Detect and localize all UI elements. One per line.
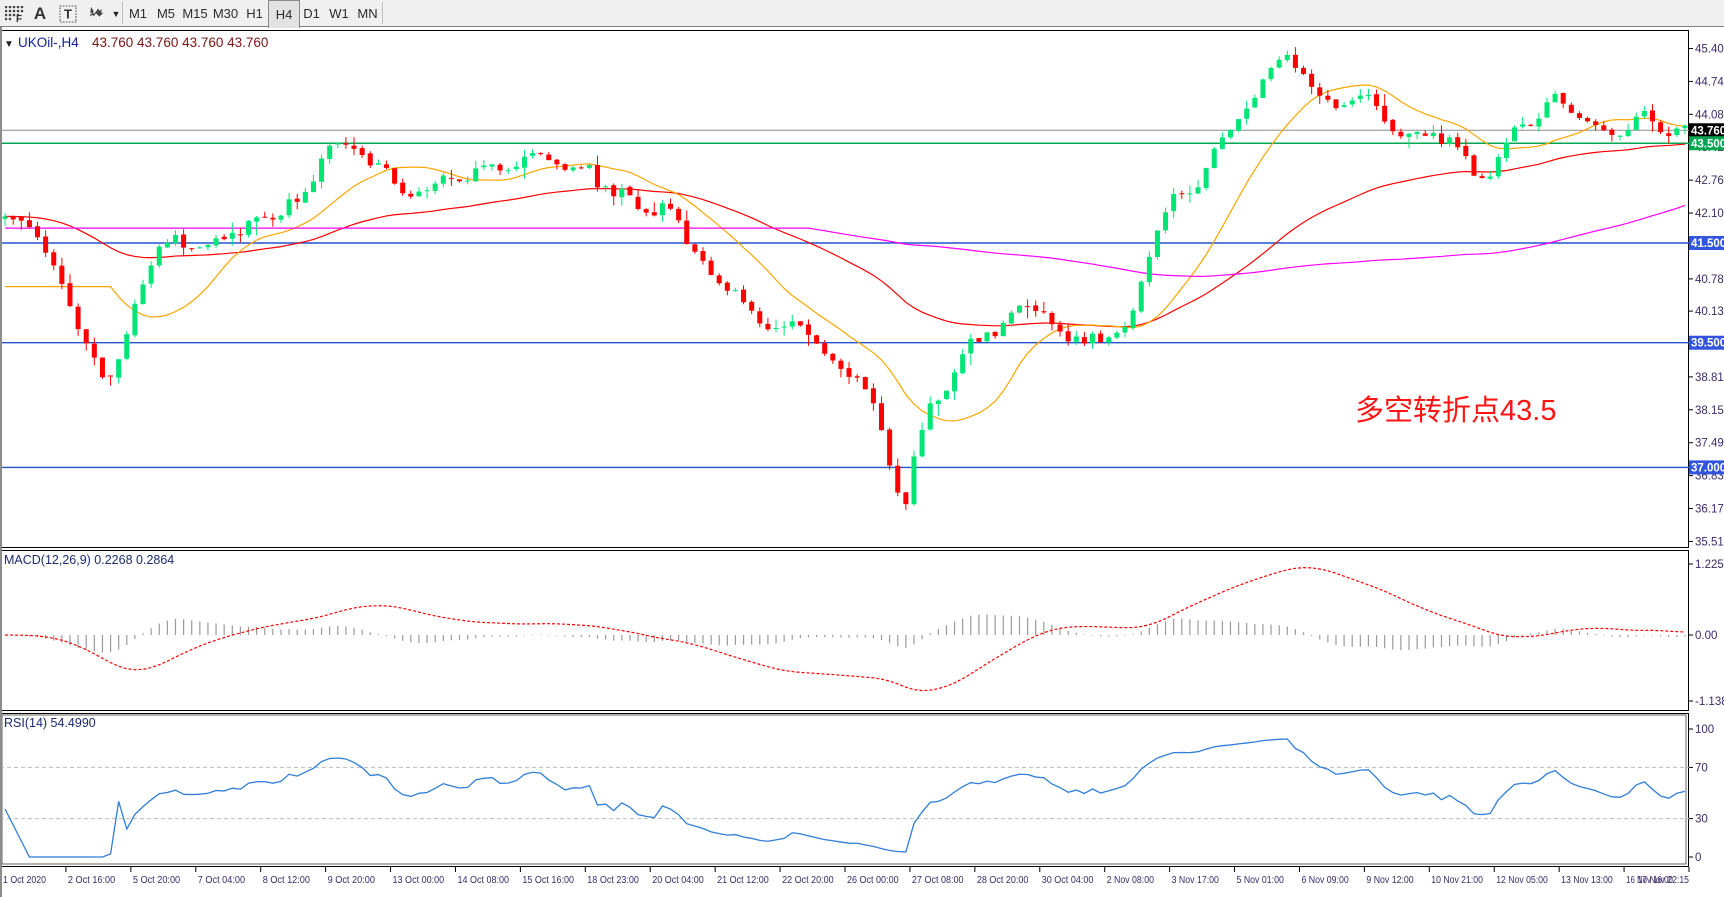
svg-text:RSI(14) 54.4990: RSI(14) 54.4990	[4, 716, 96, 730]
svg-text:T: T	[64, 6, 72, 21]
svg-text:5 Oct 20:00: 5 Oct 20:00	[133, 875, 181, 886]
svg-text:21 Oct 12:00: 21 Oct 12:00	[717, 875, 769, 886]
svg-text:43.760: 43.760	[1691, 125, 1724, 137]
svg-text:70: 70	[1695, 762, 1708, 774]
svg-text:37.495: 37.495	[1695, 438, 1724, 450]
svg-text:F: F	[16, 14, 22, 22]
svg-text:42.100: 42.100	[1695, 208, 1724, 220]
svg-text:10 Nov 21:00: 10 Nov 21:00	[1431, 875, 1483, 886]
svg-text:13 Nov 13:00: 13 Nov 13:00	[1561, 875, 1613, 886]
svg-text:15 Oct 16:00: 15 Oct 16:00	[522, 875, 574, 886]
svg-text:2 Oct 16:00: 2 Oct 16:00	[68, 875, 116, 886]
svg-text:40.780: 40.780	[1695, 274, 1724, 286]
svg-text:44.080: 44.080	[1695, 109, 1724, 121]
svg-text:5 Nov 01:00: 5 Nov 01:00	[1237, 875, 1285, 886]
svg-text:26 Oct 00:00: 26 Oct 00:00	[847, 875, 899, 886]
svg-text:38.155: 38.155	[1695, 405, 1724, 417]
svg-text:44.740: 44.740	[1695, 76, 1724, 88]
svg-text:43.500: 43.500	[1691, 138, 1724, 150]
svg-text:▼: ▼	[4, 39, 14, 50]
svg-text:37.000: 37.000	[1691, 462, 1724, 474]
svg-text:36.175: 36.175	[1695, 504, 1724, 516]
svg-text:41.500: 41.500	[1691, 238, 1724, 250]
svg-text:30: 30	[1695, 814, 1708, 826]
svg-text:28 Oct 20:00: 28 Oct 20:00	[977, 875, 1029, 886]
svg-text:18 Oct 23:00: 18 Oct 23:00	[587, 875, 639, 886]
svg-text:7 Oct 04:00: 7 Oct 04:00	[198, 875, 246, 886]
svg-text:38.815: 38.815	[1695, 372, 1724, 384]
svg-text:2 Nov 08:00: 2 Nov 08:00	[1107, 875, 1155, 886]
svg-text:MACD(12,26,9) 0.2268 0.2864: MACD(12,26,9) 0.2268 0.2864	[4, 553, 174, 567]
svg-text:0: 0	[1695, 852, 1701, 864]
svg-text:27 Oct 08:00: 27 Oct 08:00	[912, 875, 964, 886]
svg-text:13 Oct 00:00: 13 Oct 00:00	[393, 875, 445, 886]
svg-text:UKOil-,H4: UKOil-,H4	[18, 35, 79, 50]
svg-text:0.00: 0.00	[1695, 630, 1717, 642]
svg-text:100: 100	[1695, 724, 1714, 736]
svg-text:35.515: 35.515	[1695, 536, 1724, 548]
svg-text:1.2251: 1.2251	[1695, 559, 1724, 571]
svg-text:22 Oct 20:00: 22 Oct 20:00	[782, 875, 834, 886]
svg-text:-1.1383: -1.1383	[1695, 696, 1724, 708]
svg-text:43.760 43.760 43.760 43.760: 43.760 43.760 43.760 43.760	[92, 35, 268, 50]
svg-text:多空转折点43.5: 多空转折点43.5	[1355, 394, 1556, 427]
svg-text:45.400: 45.400	[1695, 44, 1724, 56]
svg-text:3 Nov 17:00: 3 Nov 17:00	[1172, 875, 1220, 886]
svg-text:39.500: 39.500	[1691, 338, 1724, 350]
svg-text:42.760: 42.760	[1695, 175, 1724, 187]
svg-text:9 Nov 12:00: 9 Nov 12:00	[1366, 875, 1414, 886]
svg-text:1 Oct 2020: 1 Oct 2020	[3, 875, 46, 886]
svg-text:30 Oct 04:00: 30 Oct 04:00	[1042, 875, 1094, 886]
svg-text:12 Nov 05:00: 12 Nov 05:00	[1496, 875, 1548, 886]
svg-text:8 Oct 12:00: 8 Oct 12:00	[263, 875, 311, 886]
svg-text:9 Oct 20:00: 9 Oct 20:00	[328, 875, 376, 886]
svg-text:14 Oct 08:00: 14 Oct 08:00	[457, 875, 509, 886]
svg-text:40.135: 40.135	[1695, 306, 1724, 318]
svg-text:20 Oct 04:00: 20 Oct 04:00	[652, 875, 704, 886]
svg-text:6 Nov 09:00: 6 Nov 09:00	[1301, 875, 1349, 886]
svg-text:17 Nov 22:15: 17 Nov 22:15	[1637, 875, 1689, 886]
